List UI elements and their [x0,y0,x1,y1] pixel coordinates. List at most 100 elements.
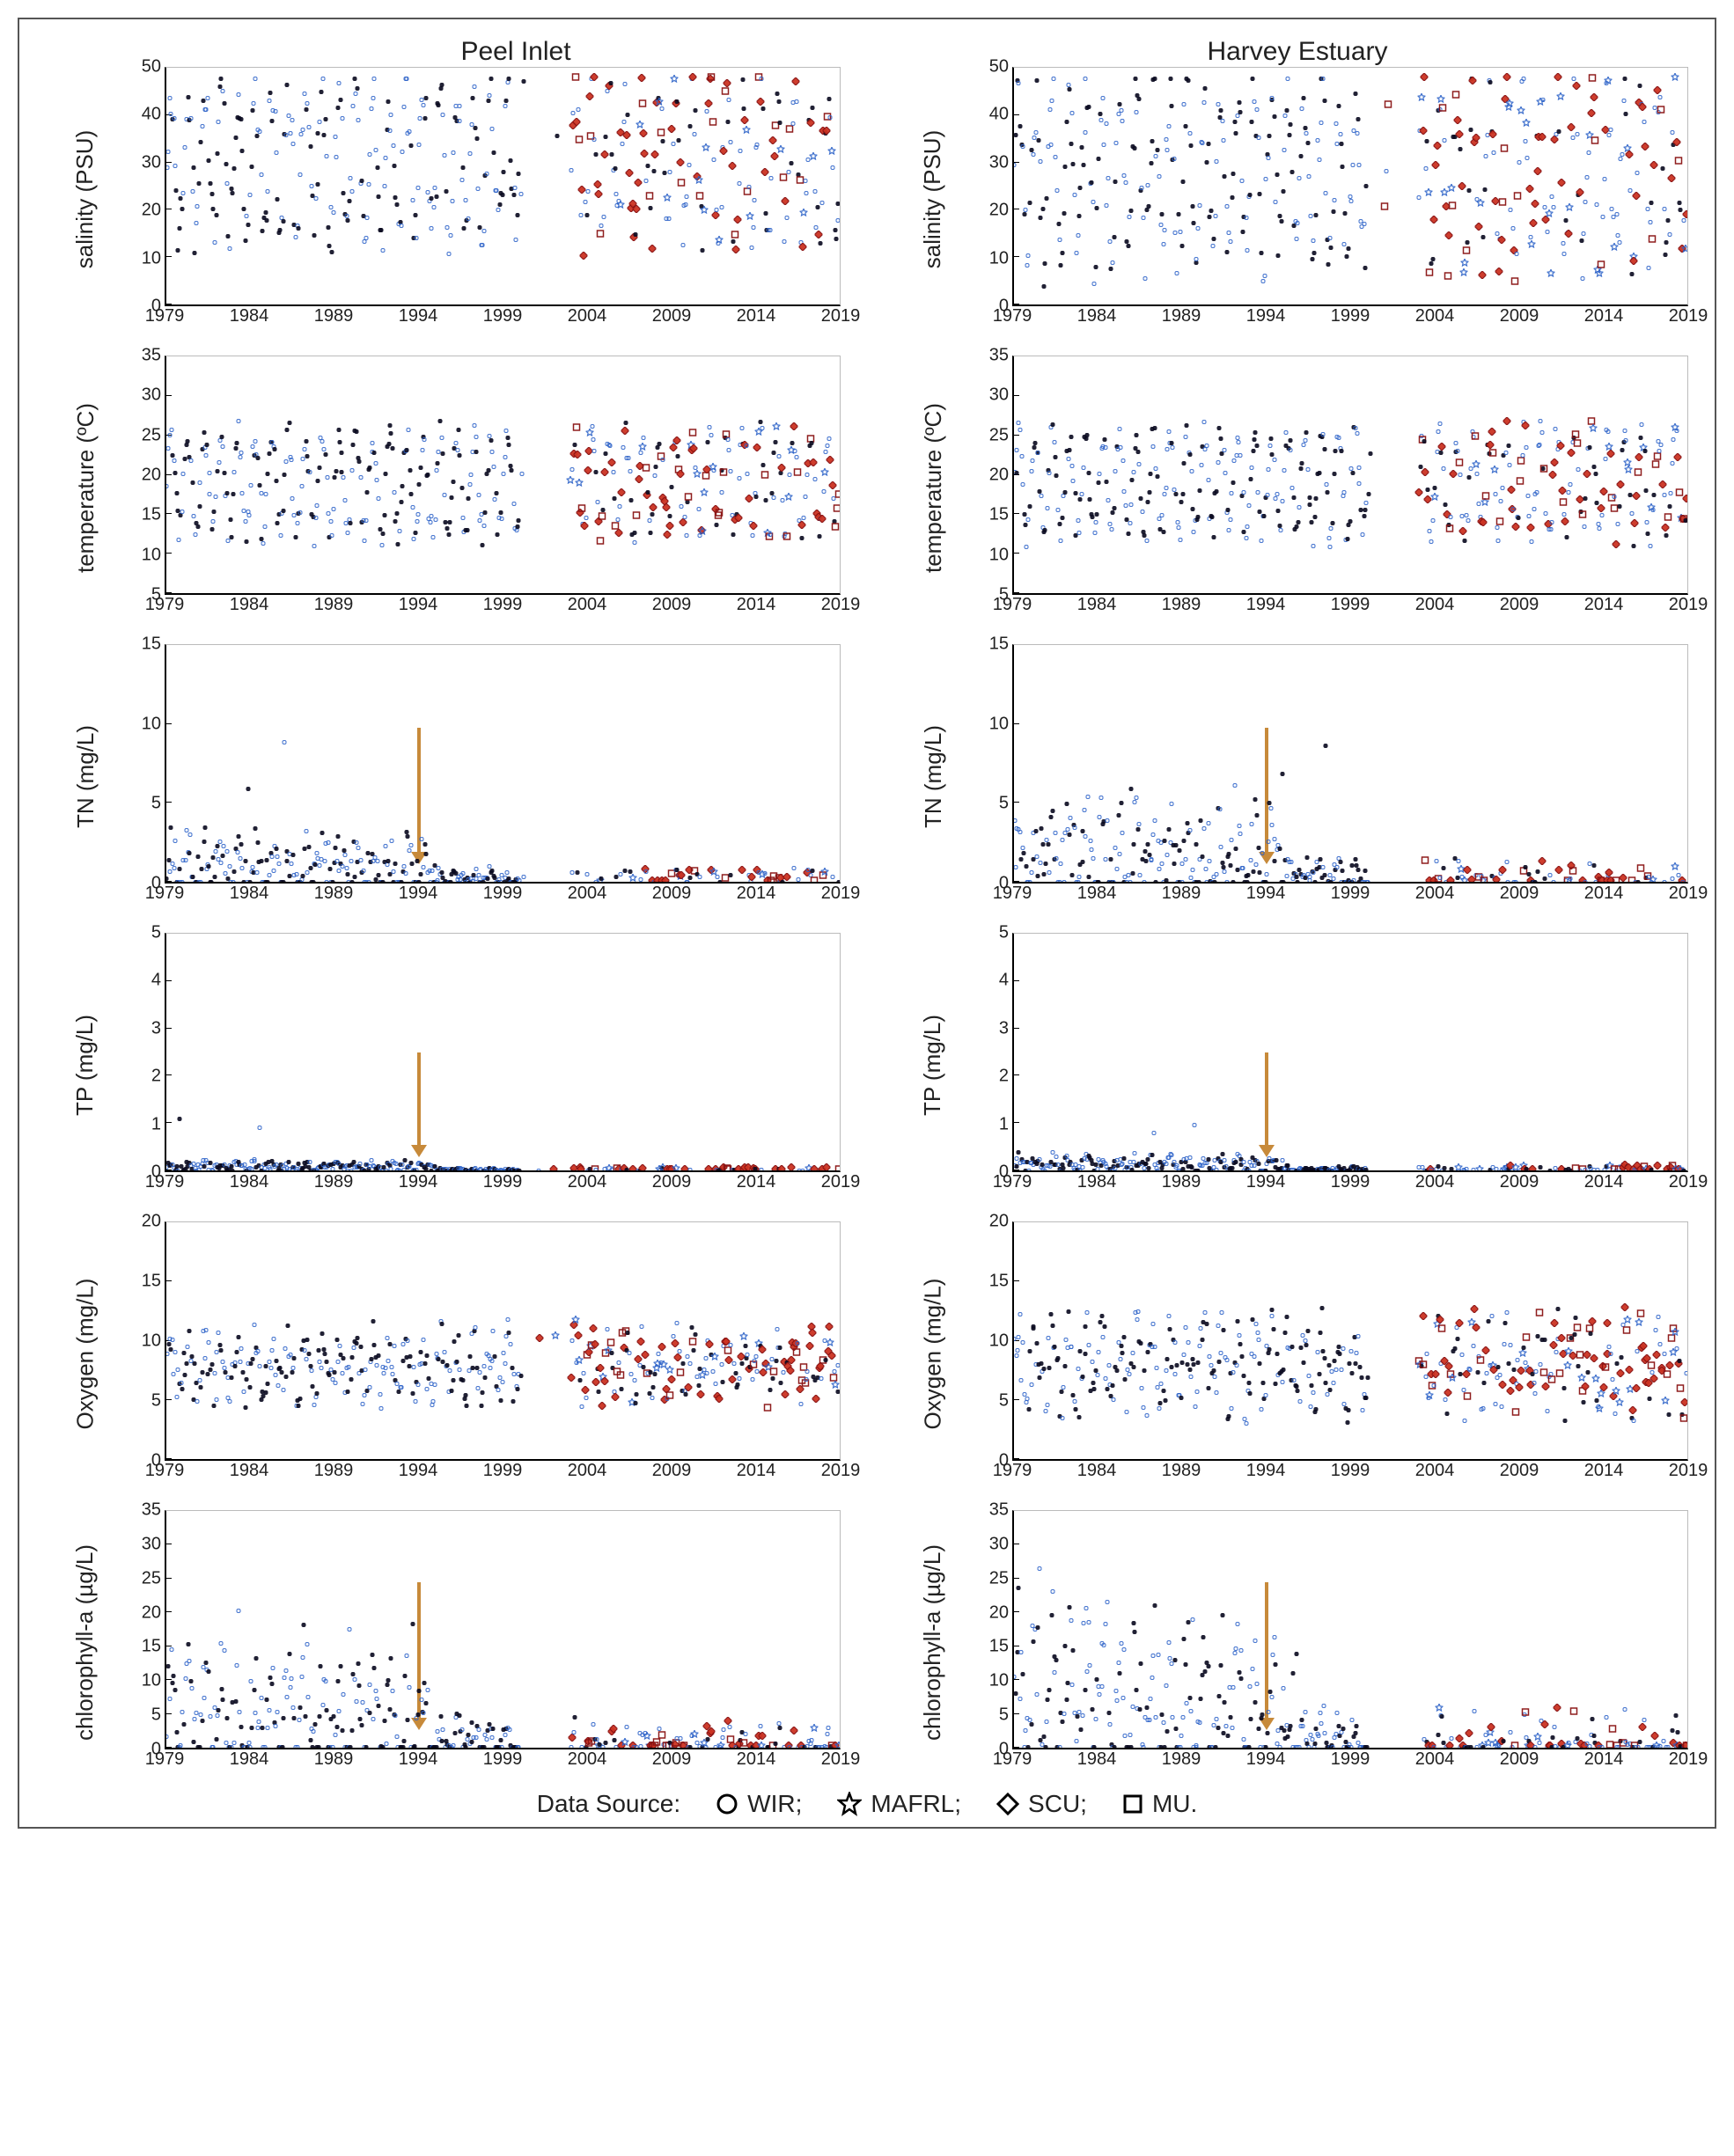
data-point [1106,1356,1111,1372]
data-point [517,511,521,527]
data-point [613,1161,621,1172]
data-point [342,841,346,857]
data-point [327,1364,331,1380]
data-point [424,89,429,105]
data-point [694,172,702,188]
data-point [1098,1156,1103,1172]
data-point [304,1707,308,1723]
data-point [583,193,587,209]
data-point [292,1709,297,1725]
xtick-label: 2019 [1669,884,1708,904]
data-point [1151,1124,1156,1140]
data-point [1180,1353,1185,1369]
data-point [701,1735,709,1749]
data-point [242,1738,246,1749]
data-point [313,189,318,205]
data-point [1442,131,1446,147]
data-point [1133,1623,1137,1639]
data-point [734,510,742,526]
panel-peel-chlorophyll: chlorophyll-a (µg/L)05101520253035197919… [46,1510,841,1774]
data-point [668,1162,676,1172]
data-point [1055,1349,1060,1365]
data-point [337,862,342,877]
data-point [614,185,619,201]
data-point [1244,529,1248,545]
data-point [621,1162,625,1172]
data-point [186,88,190,104]
data-point [1188,1702,1193,1718]
data-point [487,857,491,873]
xtick-label: 2014 [737,595,776,615]
data-point [246,502,251,518]
data-point [1107,873,1112,884]
data-point [686,873,690,884]
data-point [1339,135,1343,150]
data-point [1362,215,1366,231]
data-point [1218,838,1223,854]
data-point [442,146,446,162]
data-point [1320,1159,1325,1172]
data-point [231,1162,235,1172]
data-point [351,97,356,113]
ytick-label: 40 [142,105,161,125]
data-point [356,1157,361,1172]
data-point [800,205,808,221]
xtick-label: 1984 [1077,1172,1117,1192]
data-point [364,229,369,245]
data-point [352,1670,356,1686]
data-point [1037,1368,1041,1384]
data-point [1029,141,1033,157]
data-point [266,873,270,884]
data-point [1303,1703,1307,1719]
data-point [1096,1366,1100,1382]
data-point [457,97,461,113]
data-point [1088,1148,1092,1164]
data-point [221,1353,225,1368]
data-point [1461,1161,1466,1172]
data-point [1338,439,1342,455]
data-point [1363,1159,1368,1172]
data-point [1290,869,1295,884]
data-point [1180,485,1185,501]
data-point [625,1718,629,1734]
data-point [1483,1726,1488,1742]
data-point [1438,439,1446,455]
data-point [1329,873,1334,884]
data-point [620,1161,628,1172]
data-point [770,1364,778,1380]
data-point [1123,1161,1128,1172]
data-point [227,1738,231,1749]
ytick [166,1221,172,1222]
data-point [347,1620,351,1636]
data-point [1608,490,1616,506]
data-point [1025,1153,1030,1169]
data-point [1680,1405,1685,1421]
data-point [822,1160,830,1172]
data-point [457,1159,461,1172]
data-point [286,1347,290,1363]
data-point [249,1354,253,1370]
data-point [176,502,180,517]
data-point [1033,1620,1038,1636]
data-point [482,1162,487,1172]
data-point [1465,1726,1473,1742]
data-point [214,206,218,222]
data-point [1357,873,1362,884]
data-point [1511,500,1516,516]
plot-area [1012,356,1688,595]
data-point [405,823,409,839]
data-point [807,115,815,131]
data-point [180,1162,185,1172]
data-point [814,510,822,525]
data-point [711,150,716,166]
data-point [1229,510,1233,526]
data-point [1487,444,1491,460]
data-point [430,1162,434,1172]
data-point [832,512,836,528]
data-point [721,1334,729,1350]
data-point [415,1373,419,1389]
data-point [347,1358,351,1374]
data-point [1308,207,1312,223]
ylabel: temperature (ºC) [920,403,947,573]
data-point [166,1154,171,1170]
